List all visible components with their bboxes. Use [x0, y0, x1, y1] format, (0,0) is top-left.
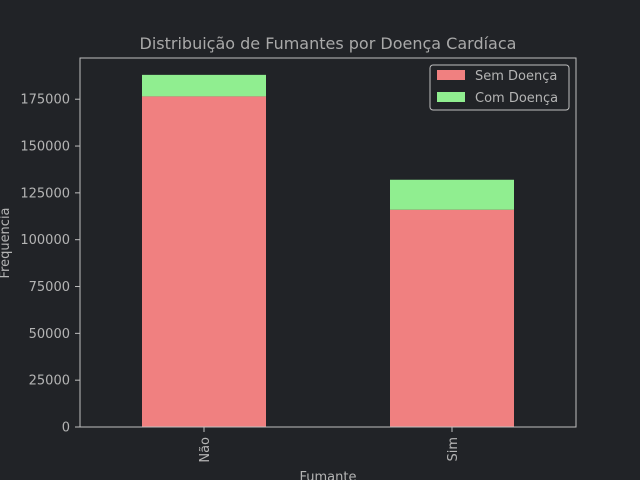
bar-0-series-0 — [142, 96, 266, 428]
legend-label-sem-doenca: Sem Doença — [475, 69, 557, 84]
legend: Sem Doença Com Doença — [429, 64, 570, 111]
bar-1-series-0 — [390, 209, 514, 427]
y-tick-label: 0 — [62, 421, 70, 436]
chart-title: Distribuição de Fumantes por Doença Card… — [140, 34, 517, 53]
legend-label-com-doenca: Com Doença — [475, 91, 558, 106]
bar-0-series-1 — [142, 74, 266, 97]
x-axis-label: Fumante — [300, 470, 357, 480]
bar-1-series-1 — [390, 179, 514, 210]
bars-group — [142, 74, 514, 428]
x-tick-label: Não — [198, 437, 213, 463]
legend-swatch-com-doenca — [437, 92, 465, 102]
y-tick-label: 150000 — [20, 140, 70, 155]
legend-swatch-sem-doenca — [437, 70, 465, 80]
y-tick-label: 100000 — [20, 233, 70, 248]
y-tick-label: 50000 — [29, 327, 70, 342]
plot-frame — [79, 57, 577, 428]
y-axis: 0 25000 50000 75000 100000 125000 150000 175000 — [20, 93, 80, 436]
y-axis-label: Frequencia — [0, 207, 13, 278]
x-axis: Não Sim — [198, 427, 461, 463]
y-tick-label: 75000 — [29, 280, 70, 295]
y-tick-label: 175000 — [20, 93, 70, 108]
x-tick-label: Sim — [446, 437, 461, 462]
y-tick-label: 125000 — [20, 186, 70, 201]
y-tick-label: 25000 — [29, 374, 70, 389]
